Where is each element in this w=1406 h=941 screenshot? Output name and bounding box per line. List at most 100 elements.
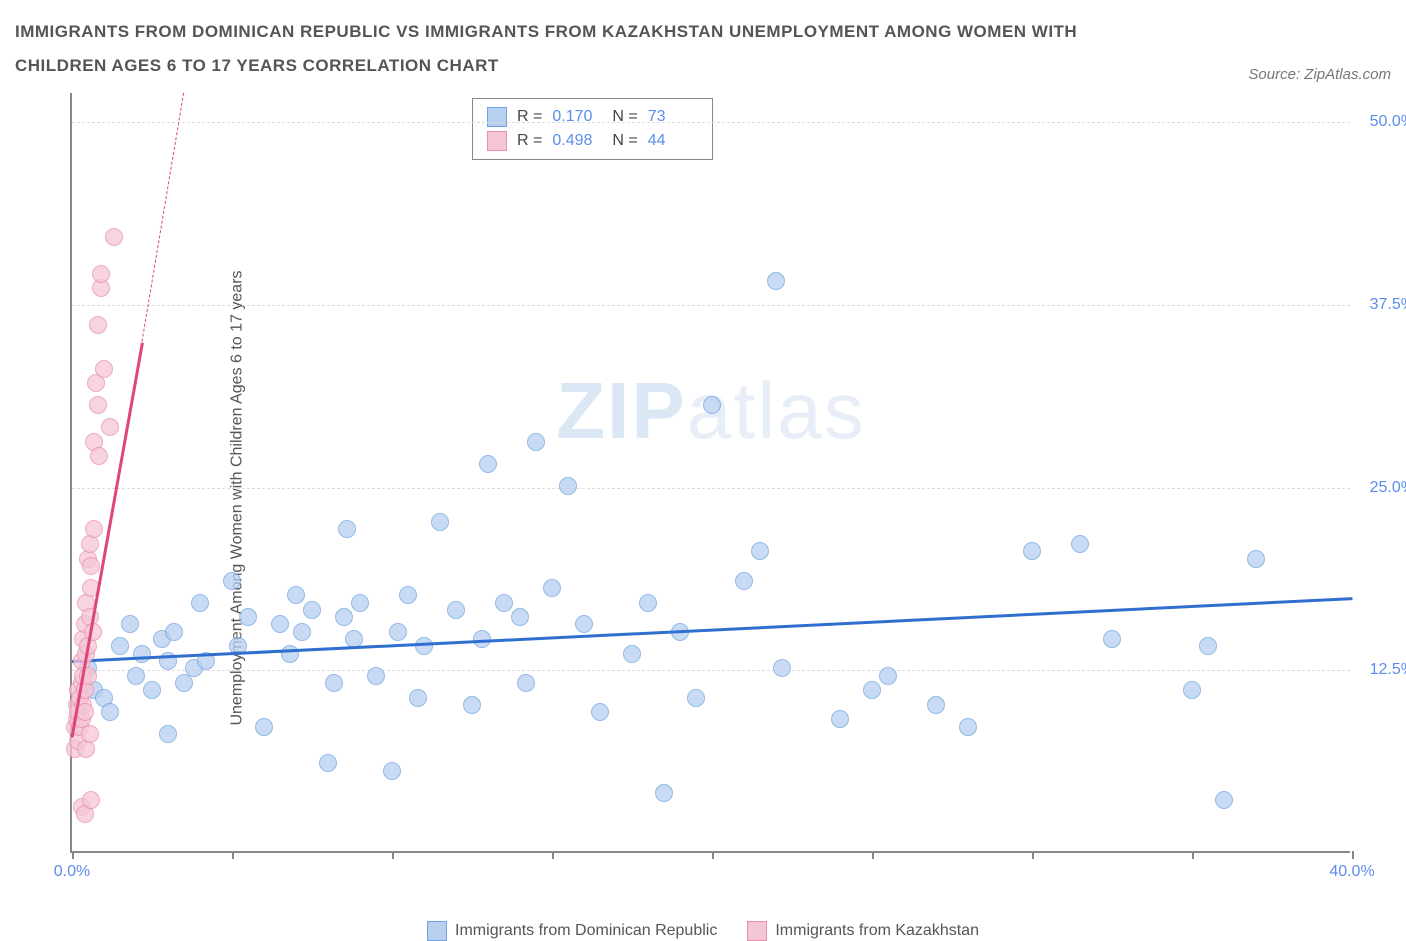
data-point — [1215, 791, 1233, 809]
data-point — [687, 689, 705, 707]
data-point — [239, 608, 257, 626]
data-point — [655, 784, 673, 802]
source-attribution: Source: ZipAtlas.com — [1248, 66, 1391, 83]
legend-item: Immigrants from Kazakhstan — [747, 921, 979, 941]
data-point — [517, 674, 535, 692]
x-tick — [392, 851, 394, 859]
data-point — [1071, 535, 1089, 553]
data-point — [92, 265, 110, 283]
data-point — [351, 594, 369, 612]
data-point — [773, 659, 791, 677]
data-point — [165, 623, 183, 641]
data-point — [223, 572, 241, 590]
gridline — [72, 305, 1350, 306]
data-point — [1023, 542, 1041, 560]
legend-swatch — [487, 107, 507, 127]
data-point — [511, 608, 529, 626]
data-point — [495, 594, 513, 612]
data-point — [591, 703, 609, 721]
data-point — [82, 557, 100, 575]
legend-label: Immigrants from Kazakhstan — [775, 922, 979, 940]
y-tick-label: 25.0% — [1370, 479, 1406, 497]
data-point — [89, 396, 107, 414]
stat-n-value: 73 — [648, 108, 698, 126]
data-point — [1103, 630, 1121, 648]
x-tick — [1192, 851, 1194, 859]
data-point — [303, 601, 321, 619]
data-point — [959, 718, 977, 736]
data-point — [863, 681, 881, 699]
legend-label: Immigrants from Dominican Republic — [455, 922, 717, 940]
data-point — [463, 696, 481, 714]
data-point — [409, 689, 427, 707]
y-tick-label: 50.0% — [1370, 113, 1406, 131]
data-point — [639, 594, 657, 612]
data-point — [90, 447, 108, 465]
x-tick — [232, 851, 234, 859]
data-point — [527, 433, 545, 451]
legend-swatch — [747, 921, 767, 941]
data-point — [81, 725, 99, 743]
data-point — [111, 637, 129, 655]
data-point — [623, 645, 641, 663]
data-point — [479, 455, 497, 473]
stat-n-label: N = — [612, 132, 637, 150]
stats-row: R =0.498N =44 — [487, 129, 698, 153]
data-point — [82, 791, 100, 809]
data-point — [293, 623, 311, 641]
legend-swatch — [427, 921, 447, 941]
y-tick-label: 12.5% — [1370, 661, 1406, 679]
stats-box: R =0.170N =73R =0.498N =44 — [472, 98, 713, 160]
data-point — [85, 520, 103, 538]
data-point — [1199, 637, 1217, 655]
data-point — [89, 316, 107, 334]
legend-item: Immigrants from Dominican Republic — [427, 921, 717, 941]
data-point — [703, 396, 721, 414]
x-tick — [1032, 851, 1034, 859]
x-tick — [872, 851, 874, 859]
data-point — [271, 615, 289, 633]
data-point — [338, 520, 356, 538]
data-point — [143, 681, 161, 699]
data-point — [95, 360, 113, 378]
data-point — [447, 601, 465, 619]
data-point — [767, 272, 785, 290]
data-point — [735, 572, 753, 590]
data-point — [831, 710, 849, 728]
data-point — [559, 477, 577, 495]
data-point — [367, 667, 385, 685]
x-tick-label: 0.0% — [54, 863, 90, 881]
data-point — [255, 718, 273, 736]
chart-container: Unemployment Among Women with Children A… — [15, 93, 1391, 903]
data-point — [1247, 550, 1265, 568]
data-point — [383, 762, 401, 780]
legend-swatch — [487, 131, 507, 151]
stat-r-value: 0.170 — [552, 108, 602, 126]
data-point — [1183, 681, 1201, 699]
data-point — [319, 754, 337, 772]
stat-r-label: R = — [517, 108, 542, 126]
data-point — [191, 594, 209, 612]
data-point — [879, 667, 897, 685]
x-tick — [712, 851, 714, 859]
data-point — [543, 579, 561, 597]
data-point — [101, 703, 119, 721]
data-point — [335, 608, 353, 626]
data-point — [927, 696, 945, 714]
gridline — [72, 122, 1350, 123]
x-tick — [72, 851, 74, 859]
stat-r-value: 0.498 — [552, 132, 602, 150]
legend: Immigrants from Dominican Republic Immigr… — [15, 921, 1391, 941]
stats-row: R =0.170N =73 — [487, 105, 698, 129]
x-tick — [552, 851, 554, 859]
data-point — [751, 542, 769, 560]
trend-line — [72, 597, 1352, 663]
data-point — [431, 513, 449, 531]
x-tick — [1352, 851, 1354, 859]
stat-r-label: R = — [517, 132, 542, 150]
data-point — [399, 586, 417, 604]
data-point — [133, 645, 151, 663]
gridline — [72, 670, 1350, 671]
data-point — [575, 615, 593, 633]
data-point — [325, 674, 343, 692]
